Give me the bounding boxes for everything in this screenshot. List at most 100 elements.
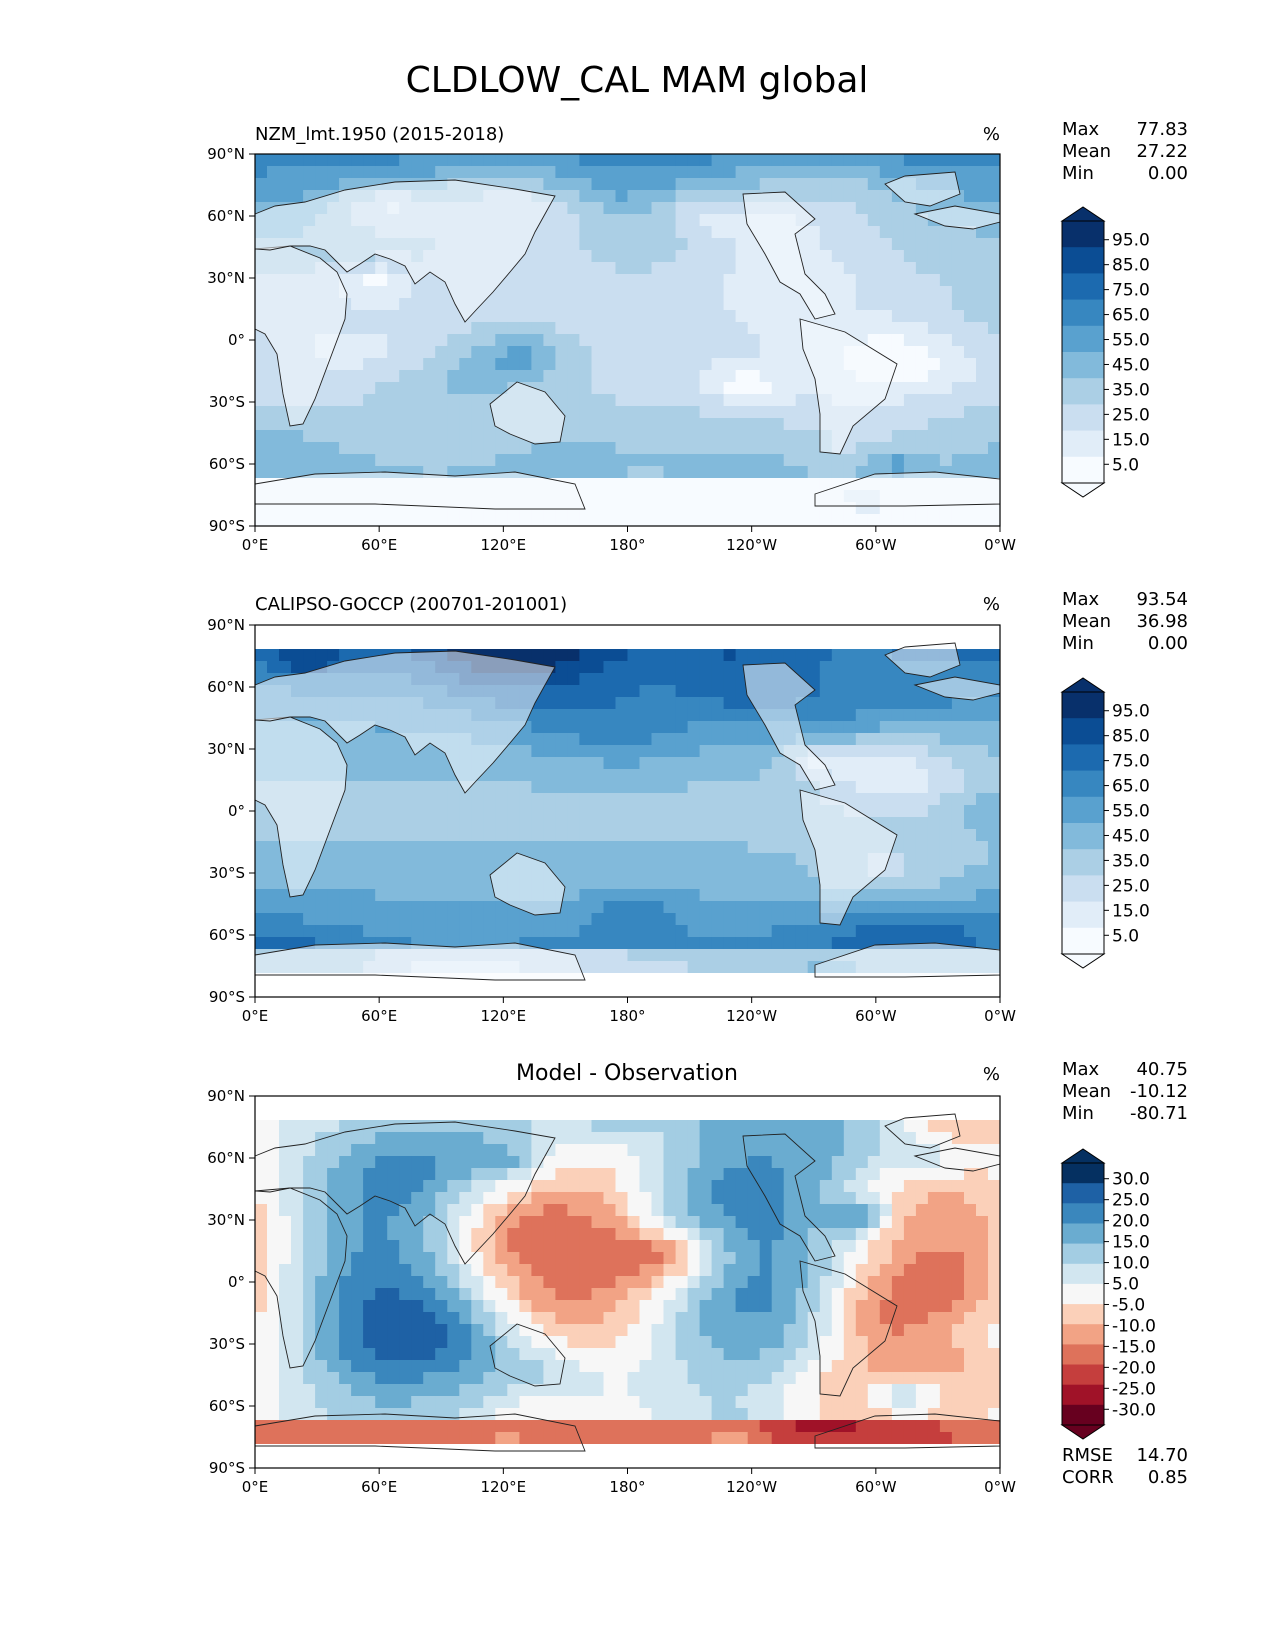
field-cell bbox=[675, 1180, 689, 1193]
field-cell bbox=[951, 1228, 965, 1241]
field-cell bbox=[651, 757, 665, 770]
field-cell bbox=[867, 709, 881, 722]
field-cell bbox=[976, 370, 989, 383]
field-cell bbox=[699, 973, 713, 986]
field-cell bbox=[387, 394, 400, 407]
field-cell bbox=[483, 769, 496, 782]
field-cell bbox=[303, 889, 316, 902]
field-cell bbox=[915, 985, 929, 997]
field-cell bbox=[915, 721, 929, 734]
field-cell bbox=[687, 1096, 701, 1109]
field-cell bbox=[807, 697, 821, 710]
field-cell bbox=[279, 649, 292, 662]
field-cell bbox=[447, 166, 460, 179]
field-cell bbox=[927, 841, 941, 854]
field-cell bbox=[651, 190, 665, 203]
field-cell bbox=[927, 925, 941, 938]
field-cell bbox=[879, 697, 893, 710]
field-cell bbox=[555, 346, 568, 359]
field-cell bbox=[976, 937, 989, 950]
field-cell bbox=[807, 1144, 821, 1157]
panel-title-left: CALIPSO-GOCCP (200701-201001) bbox=[255, 594, 567, 615]
field-cell bbox=[579, 394, 592, 407]
field-cell bbox=[903, 913, 917, 926]
field-cell bbox=[531, 370, 544, 383]
field-cell bbox=[399, 154, 412, 167]
field-cell bbox=[831, 178, 845, 191]
field-cell bbox=[639, 466, 653, 479]
field-cell bbox=[555, 793, 568, 806]
field-cell bbox=[723, 829, 737, 842]
field-cell bbox=[771, 793, 785, 806]
field-cell bbox=[519, 1216, 532, 1229]
field-cell bbox=[543, 1156, 556, 1169]
field-cell bbox=[759, 973, 773, 986]
field-cell bbox=[747, 334, 761, 347]
field-cell bbox=[363, 514, 376, 526]
field-cell bbox=[615, 298, 629, 311]
field-cell bbox=[567, 1240, 580, 1253]
field-cell bbox=[603, 829, 617, 842]
field-cell bbox=[351, 1096, 364, 1109]
field-cell bbox=[399, 1228, 412, 1241]
field-cell bbox=[375, 841, 388, 854]
field-cell bbox=[663, 1180, 677, 1193]
field-cell bbox=[951, 334, 965, 347]
field-cell bbox=[591, 853, 605, 866]
field-cell bbox=[447, 154, 460, 167]
field-cell bbox=[819, 1192, 833, 1205]
field-cell bbox=[711, 454, 725, 467]
field-cell bbox=[447, 1264, 460, 1277]
field-cell bbox=[675, 190, 689, 203]
field-cell bbox=[867, 661, 881, 674]
field-cell bbox=[567, 1192, 580, 1205]
field-cell bbox=[471, 781, 484, 794]
field-cell bbox=[303, 442, 316, 455]
field-cell bbox=[279, 1096, 292, 1109]
field-cell bbox=[267, 865, 280, 878]
field-cell bbox=[291, 442, 304, 455]
field-cell bbox=[579, 202, 592, 215]
field-cell bbox=[435, 154, 448, 167]
field-cell bbox=[339, 442, 352, 455]
field-cell bbox=[399, 310, 412, 323]
field-cell bbox=[351, 1180, 364, 1193]
field-cell bbox=[447, 853, 460, 866]
field-cell bbox=[591, 166, 605, 179]
field-cell bbox=[964, 1192, 977, 1205]
field-cell bbox=[531, 286, 544, 299]
field-cell bbox=[843, 238, 857, 251]
field-cell bbox=[759, 961, 773, 974]
field-cell bbox=[447, 865, 460, 878]
field-cell bbox=[988, 454, 1000, 467]
field-cell bbox=[699, 709, 713, 722]
field-cell bbox=[711, 769, 725, 782]
field-cell bbox=[531, 442, 544, 455]
field-cell bbox=[735, 1168, 749, 1181]
field-cell bbox=[303, 502, 316, 515]
field-cell bbox=[699, 901, 713, 914]
field-cell bbox=[315, 1264, 328, 1277]
field-cell bbox=[303, 1228, 316, 1241]
field-cell bbox=[555, 1180, 568, 1193]
field-cell bbox=[339, 1168, 352, 1181]
field-cell bbox=[339, 406, 352, 419]
field-cell bbox=[255, 502, 268, 515]
field-cell bbox=[711, 673, 725, 686]
field-cell bbox=[795, 1252, 809, 1265]
field-cell bbox=[543, 334, 556, 347]
field-cell bbox=[807, 418, 821, 431]
field-cell bbox=[723, 274, 737, 287]
field-cell bbox=[687, 1252, 701, 1265]
field-cell bbox=[795, 1168, 809, 1181]
field-cell bbox=[591, 1252, 605, 1265]
field-cell bbox=[363, 973, 376, 986]
field-cell bbox=[867, 514, 881, 526]
field-cell bbox=[579, 178, 592, 191]
field-cell bbox=[339, 1192, 352, 1205]
field-cell bbox=[435, 913, 448, 926]
field-cell bbox=[964, 418, 977, 431]
field-cell bbox=[495, 805, 508, 818]
field-cell bbox=[339, 1108, 352, 1121]
field-cell bbox=[483, 781, 496, 794]
